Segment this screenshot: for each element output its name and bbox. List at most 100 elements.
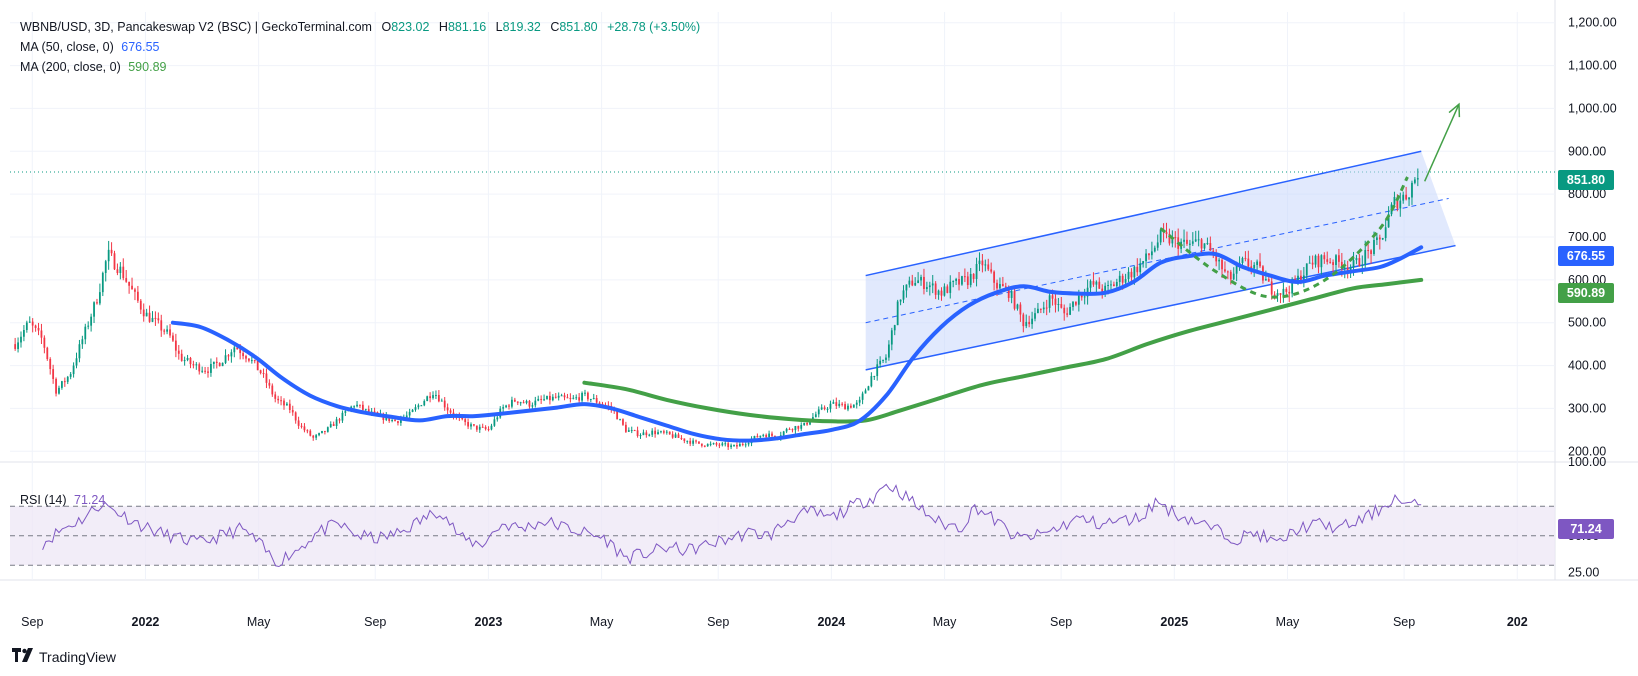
candle-body	[467, 422, 469, 427]
candle-body	[537, 398, 540, 401]
candle-body	[1408, 197, 1410, 200]
candle-body	[1060, 304, 1063, 308]
candle-body	[461, 417, 464, 420]
candle-body	[820, 407, 823, 410]
candle-body	[1381, 238, 1384, 240]
candle-body	[1367, 250, 1370, 252]
rsi-line	[42, 483, 1422, 568]
candle-body	[870, 376, 873, 387]
candle-body	[23, 330, 25, 337]
candle-body	[1326, 259, 1329, 262]
candle-body	[1338, 255, 1340, 262]
candle-body	[399, 419, 402, 423]
candle-body	[324, 430, 326, 432]
candle-body	[835, 402, 838, 406]
candle-body	[709, 443, 712, 445]
time-tick-label: 2025	[1160, 615, 1188, 629]
candle-body	[484, 426, 487, 430]
candle-body	[1174, 237, 1177, 239]
candle-body	[741, 444, 744, 446]
candle-body	[695, 440, 697, 442]
candle-body	[972, 273, 975, 279]
projection-curve	[1159, 176, 1409, 299]
candle-body	[177, 350, 180, 354]
candle-body	[1089, 281, 1092, 288]
tradingview-logo[interactable]: TradingView	[12, 648, 116, 666]
candle-body	[113, 253, 116, 270]
candle-body	[429, 396, 432, 399]
price-tick-label: 300.00	[1568, 401, 1606, 415]
candle-body	[169, 329, 171, 336]
ma200-path	[582, 277, 1424, 424]
candle-body	[627, 430, 630, 432]
candle-body	[52, 369, 55, 379]
time-tick-label: May	[933, 615, 957, 629]
candle-body	[522, 402, 525, 404]
candle-body	[502, 407, 505, 409]
candle-body	[367, 409, 370, 413]
candle-body	[417, 405, 420, 408]
candle-body	[1229, 271, 1232, 280]
candle-body	[832, 402, 835, 404]
candle-body	[37, 327, 40, 331]
candle-body	[326, 427, 329, 432]
candle-body	[689, 440, 692, 444]
candle-body	[157, 318, 160, 321]
candle-body	[98, 292, 101, 304]
price-tick-label: 800.00	[1568, 187, 1606, 201]
candle-body	[712, 443, 715, 445]
candle-body	[1057, 304, 1060, 306]
candle-body	[1206, 243, 1209, 245]
candle-body	[721, 443, 724, 446]
open-label: O	[381, 20, 392, 34]
rsi-legend[interactable]: RSI (14) 71.24	[20, 493, 105, 507]
candle-body	[116, 269, 119, 273]
candle-body	[1080, 295, 1083, 298]
symbol-legend[interactable]: WBNB/USD, 3D, Pancakeswap V2 (BSC) | Gec…	[20, 20, 700, 34]
candle-body	[236, 347, 239, 350]
candle-body	[633, 430, 636, 432]
candle-body	[920, 276, 922, 281]
candle-body	[1264, 278, 1267, 281]
candle-body	[122, 266, 125, 279]
candle-body	[1104, 285, 1107, 293]
candle-body	[248, 358, 250, 361]
candle-body	[662, 431, 665, 433]
candle-body	[896, 301, 899, 326]
candle-body	[1188, 243, 1191, 245]
candle-body	[1273, 294, 1276, 296]
candle-body	[1364, 250, 1367, 265]
candle-body	[1051, 295, 1054, 299]
candle-body	[730, 445, 732, 448]
candle-body	[937, 290, 940, 295]
candle-body	[1025, 321, 1028, 327]
candle-body	[1413, 179, 1416, 183]
time-tick-label: Sep	[1050, 615, 1072, 629]
ma50-line	[170, 245, 1424, 443]
candle-body	[1037, 308, 1039, 314]
candle-body	[984, 264, 987, 266]
candle-body	[598, 402, 601, 404]
time-tick-label: 202	[1507, 615, 1528, 629]
candle-body	[738, 444, 741, 447]
ma200-legend[interactable]: MA (200, close, 0) 590.89	[20, 60, 166, 74]
candle-body	[1118, 275, 1121, 282]
candle-body	[724, 443, 727, 445]
candle-body	[288, 403, 291, 410]
candle-body	[1031, 318, 1033, 325]
candle-body	[215, 361, 218, 363]
candle-body	[46, 347, 49, 360]
candle-body	[230, 352, 233, 357]
candle-body	[1203, 243, 1206, 249]
candle-body	[204, 370, 206, 372]
candle-body	[1165, 232, 1168, 234]
candle-body	[940, 290, 943, 296]
ma50-label: MA (50, close, 0)	[20, 40, 114, 54]
ma50-legend[interactable]: MA (50, close, 0) 676.55	[20, 40, 160, 54]
candle-body	[1247, 258, 1250, 267]
candle-body	[753, 435, 756, 440]
candle-body	[1045, 307, 1048, 309]
projection-drawing[interactable]	[1159, 102, 1461, 299]
time-tick-label: Sep	[21, 615, 43, 629]
